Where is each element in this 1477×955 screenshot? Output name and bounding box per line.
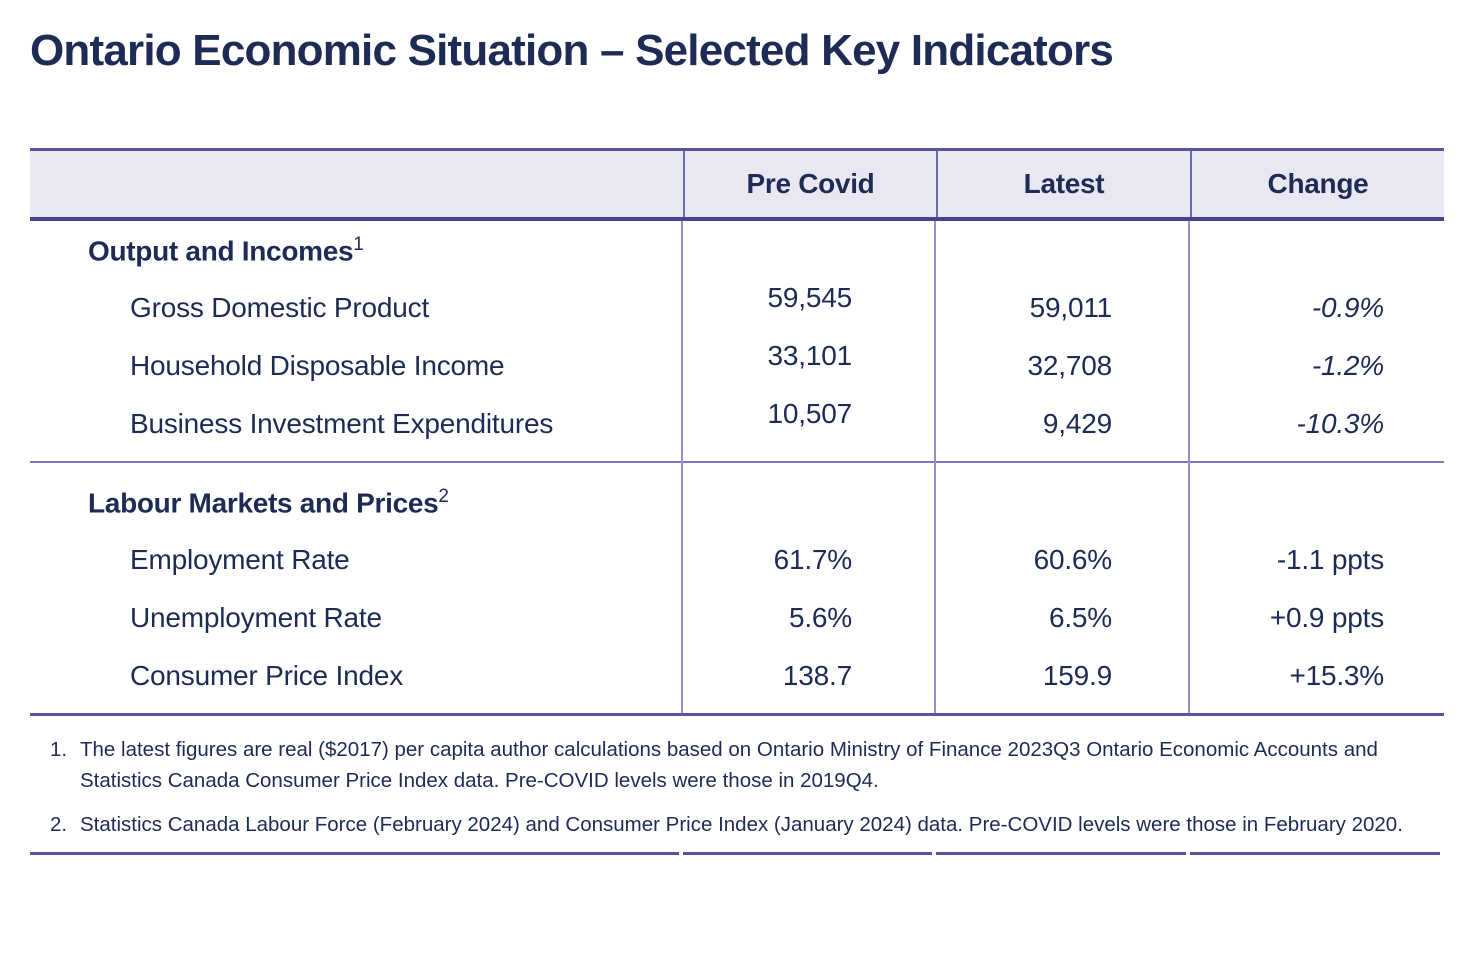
section-title-row: Output and Incomes1 <box>30 223 1444 279</box>
section-title-text: Labour Markets and Prices <box>88 487 439 519</box>
table-body: Output and Incomes1 Gross Domestic Produ… <box>30 221 1444 716</box>
value-change: -10.3% <box>1296 408 1384 439</box>
table-row: Household Disposable Income 33,101 32,70… <box>30 337 1444 395</box>
footnote-1: 1. The latest figures are real ($2017) p… <box>30 734 1450 796</box>
row-label: Household Disposable Income <box>130 350 505 381</box>
row-label: Gross Domestic Product <box>130 292 430 323</box>
footnote-line: Statistics Canada Consumer Price Index d… <box>80 769 879 792</box>
indicators-table: Pre Covid Latest Change Output and Incom… <box>30 148 1444 716</box>
column-divider <box>934 221 936 713</box>
section-output-and-incomes: Output and Incomes1 Gross Domestic Produ… <box>30 221 1444 463</box>
section-title: Labour Markets and Prices2 <box>30 486 683 519</box>
column-divider <box>681 221 683 713</box>
column-header-blank <box>30 151 683 217</box>
page-title: Ontario Economic Situation – Selected Ke… <box>30 26 1114 75</box>
table-row: Business Investment Expenditures 10,507 … <box>30 395 1444 453</box>
footnote-text: The latest figures are real ($2017) per … <box>80 734 1378 796</box>
footnote-2: 2. Statistics Canada Labour Force (Febru… <box>30 809 1450 840</box>
footnote-text: Statistics Canada Labour Force (February… <box>80 809 1403 840</box>
footnote-number: 1. <box>50 738 68 761</box>
section-title-row: Labour Markets and Prices2 <box>30 475 1444 531</box>
row-label: Business Investment Expenditures <box>130 408 554 439</box>
footnote-line: Statistics Canada Labour Force (February… <box>80 813 1403 836</box>
rule-segment <box>30 852 679 855</box>
value-change: -1.2% <box>1311 350 1384 381</box>
value-latest: 159.9 <box>1042 660 1112 691</box>
value-change: -0.9% <box>1311 292 1384 323</box>
value-change: -1.1 ppts <box>1276 544 1384 575</box>
row-label: Consumer Price Index <box>130 660 404 691</box>
rule-segment <box>936 852 1186 855</box>
value-pre-covid: 10,507 <box>767 398 853 429</box>
rule-segment <box>1190 852 1440 855</box>
column-header-pre-covid: Pre Covid <box>683 151 936 217</box>
section-title-text: Output and Incomes <box>88 235 354 267</box>
value-pre-covid: 59,545 <box>767 282 853 313</box>
table-row: Gross Domestic Product 59,545 59,011 -0.… <box>30 279 1444 337</box>
value-change: +0.9 ppts <box>1269 602 1384 633</box>
value-latest: 9,429 <box>1042 408 1112 439</box>
value-pre-covid: 33,101 <box>767 340 853 371</box>
row-label: Unemployment Rate <box>130 602 382 633</box>
column-header-change: Change <box>1190 151 1444 217</box>
bottom-rule <box>30 852 1444 855</box>
page: Ontario Economic Situation – Selected Ke… <box>0 26 1477 885</box>
value-pre-covid: 138.7 <box>782 660 852 691</box>
value-latest: 32,708 <box>1027 350 1113 381</box>
table-header-row: Pre Covid Latest Change <box>30 148 1444 221</box>
footnote-ref: 1 <box>353 234 364 256</box>
footnote-line: The latest figures are real ($2017) per … <box>80 738 1378 761</box>
column-divider <box>1188 221 1190 713</box>
rule-segment <box>683 852 932 855</box>
footnote-ref: 2 <box>438 486 449 508</box>
section-title: Output and Incomes1 <box>30 234 683 267</box>
footnote-number: 2. <box>50 813 68 836</box>
value-pre-covid: 5.6% <box>788 602 852 633</box>
value-latest: 59,011 <box>1029 292 1113 323</box>
table-row: Consumer Price Index 138.7 159.9 +15.3% <box>30 647 1444 705</box>
value-latest: 60.6% <box>1033 544 1113 575</box>
table-row: Unemployment Rate 5.6% 6.5% +0.9 ppts <box>30 589 1444 647</box>
row-label: Employment Rate <box>130 544 350 575</box>
footnotes: 1. The latest figures are real ($2017) p… <box>30 734 1450 853</box>
column-header-latest: Latest <box>936 151 1190 217</box>
section-labour-markets-and-prices: Labour Markets and Prices2 Employment Ra… <box>30 463 1444 955</box>
value-pre-covid: 61.7% <box>773 544 853 575</box>
value-change: +15.3% <box>1289 660 1384 691</box>
value-latest: 6.5% <box>1048 602 1112 633</box>
table-row: Employment Rate 61.7% 60.6% -1.1 ppts <box>30 531 1444 589</box>
